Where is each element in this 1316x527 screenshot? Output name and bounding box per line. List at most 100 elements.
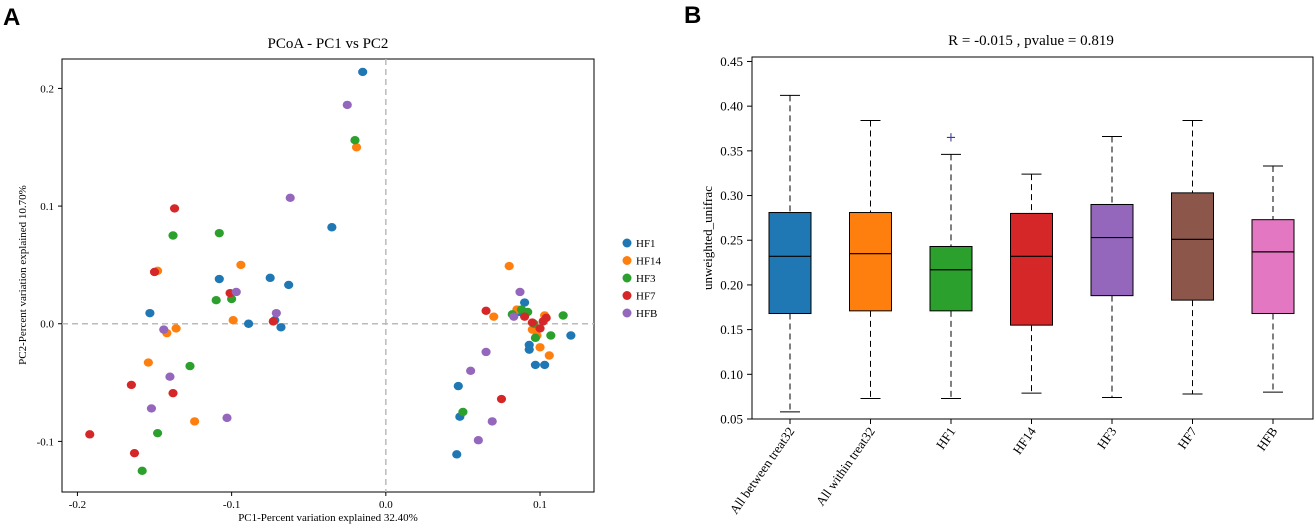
pcoa-y-axis-label: PC2-Percent variation explained 10.70% [17,185,29,365]
pcoa-point-hf14 [143,358,153,367]
pcoa-y-tick-label: 0.0 [40,319,54,331]
box-iqr-hf1 [929,245,973,312]
pcoa-legend-marker-hf3 [622,273,632,283]
pcoa-point-hf3 [546,331,556,340]
pcoa-point-hf14 [171,324,181,333]
pcoa-point-hfb [159,325,169,334]
pcoa-point-hf3 [558,311,568,320]
box-y-tick-label: 0.05 [720,412,743,427]
box-iqr-hfb [1251,219,1295,315]
pcoa-point-hf1 [566,331,576,340]
pcoa-point-hf7 [496,394,507,404]
pcoa-legend-label-hf7: HF7 [636,291,656,303]
pcoa-point-hf1 [530,360,541,370]
pcoa-point-hfb [487,417,497,426]
pcoa-point-hfb [222,413,232,423]
pcoa-title: PCoA - PC1 vs PC2 [268,36,389,52]
pcoa-y-tick-label: -0.1 [37,436,54,448]
box-x-tick-label: HF7 [1174,424,1200,452]
box-iqr-hf7 [1171,192,1214,301]
box-iqr-all-between-treat32 [768,212,812,315]
pcoa-point-hf7 [168,388,178,398]
pcoa-ticks: -0.2 -0.1 0.0 0.1 -0.1 0.0 0.1 0.2 [37,83,547,511]
pcoa-point-hfb [271,308,281,318]
panel-a-letter: A [3,4,20,31]
pcoa-point-hfb [146,404,157,413]
box-plot-boxes: + [768,94,1295,413]
pcoa-point-hf7 [149,267,160,277]
box-y-tick-label: 0.35 [720,143,743,158]
pcoa-plot-frame [61,58,595,493]
pcoa-reference-lines [62,59,594,492]
pcoa-point-hf14 [489,312,499,321]
box-y-tick-label: 0.30 [720,188,743,203]
box-y-tick-label: 0.15 [720,322,743,337]
pcoa-point-hfb [285,193,295,203]
pcoa-point-hf7 [535,324,545,333]
box-x-tick-labels: All between treat32 All within treat32 HF1… [726,419,1281,517]
pcoa-point-hf3 [137,466,147,476]
pcoa-legend-label-hfb: HFB [636,308,657,320]
pcoa-point-hf3 [350,135,360,145]
pcoa-point-hf7 [527,318,537,327]
pcoa-point-hf1 [453,381,463,391]
pcoa-y-tick-label: 0.2 [40,83,54,95]
box-outlier-hf1: + [946,130,957,145]
pcoa-point-hf1 [452,450,462,459]
pcoa-point-hf1 [520,298,530,307]
pcoa-x-tick-label: -0.2 [69,499,86,511]
pcoa-point-hf1 [284,280,294,290]
box-x-tick-label: HF1 [933,424,959,452]
pcoa-legend-marker-hfb [622,308,632,318]
box-x-tick-label: HF3 [1094,424,1120,452]
pcoa-point-hfb [342,100,352,110]
pcoa-x-tick-label: -0.1 [223,499,240,511]
box-y-ticks: 0.05 0.10 0.15 0.20 0.25 0.30 0.35 0.40 0.45 [720,54,752,427]
pcoa-point-hf7 [126,380,136,390]
pcoa-point-hfb [515,287,525,297]
pcoa-point-hfb [466,366,476,376]
pcoa-point-hf14 [236,260,246,270]
pcoa-legend-marker-hf1 [622,238,632,248]
pcoa-x-axis-label: PC1-Percent variation explained 32.40% [238,512,418,524]
pcoa-point-hf1 [276,323,286,332]
box-x-tick-label: HF14 [1010,424,1040,457]
pcoa-point-hf1 [265,273,275,283]
box-x-tick-label: HFB [1254,424,1281,454]
pcoa-point-hf1 [358,67,368,77]
box-iqr-all-within-treat32 [849,212,892,312]
pcoa-point-hf1 [327,223,337,232]
pcoa-legend-label-hf3: HF3 [636,273,656,285]
box-iqr-hf14 [1010,212,1053,326]
pcoa-point-hf7 [169,204,180,213]
pcoa-point-hf7 [129,448,140,458]
pcoa-point-hfb [481,347,491,357]
pcoa-point-hf14 [535,343,545,352]
pcoa-point-hf7 [268,317,278,326]
pcoa-point-hfb [231,287,241,297]
panel-b-letter: B [684,2,701,29]
pcoa-points [85,67,576,476]
pcoa-legend-marker-hf14 [622,256,632,265]
pcoa-scatter-chart: PCoA - PC1 vs PC2 -0.2 -0.1 0.0 0.1 -0.1 0.0 0… [17,36,662,524]
pcoa-point-hf7 [538,317,548,326]
pcoa-point-hf3 [530,333,541,343]
pcoa-point-hf14 [504,261,514,271]
pcoa-point-hf7 [520,312,530,321]
pcoa-legend-label-hf14: HF14 [636,256,662,268]
pcoa-point-hf3 [211,296,221,305]
pcoa-point-hf3 [168,231,178,240]
pcoa-point-hf3 [153,428,163,438]
pcoa-point-hfb [509,312,519,321]
pcoa-legend-label-hf1: HF1 [636,238,656,250]
box-y-tick-label: 0.20 [720,277,743,292]
pcoa-point-hf1 [243,319,254,328]
pcoa-point-hf1 [214,274,224,284]
box-y-tick-label: 0.25 [720,233,743,248]
box-plot-frame [751,56,1314,420]
pcoa-x-tick-label: 0.0 [379,499,393,511]
box-y-tick-label: 0.45 [720,54,743,69]
pcoa-legend-marker-hf7 [622,291,632,300]
pcoa-point-hf7 [481,306,491,315]
pcoa-legend: HF1 HF14 HF3 HF7 HFB [622,238,662,320]
